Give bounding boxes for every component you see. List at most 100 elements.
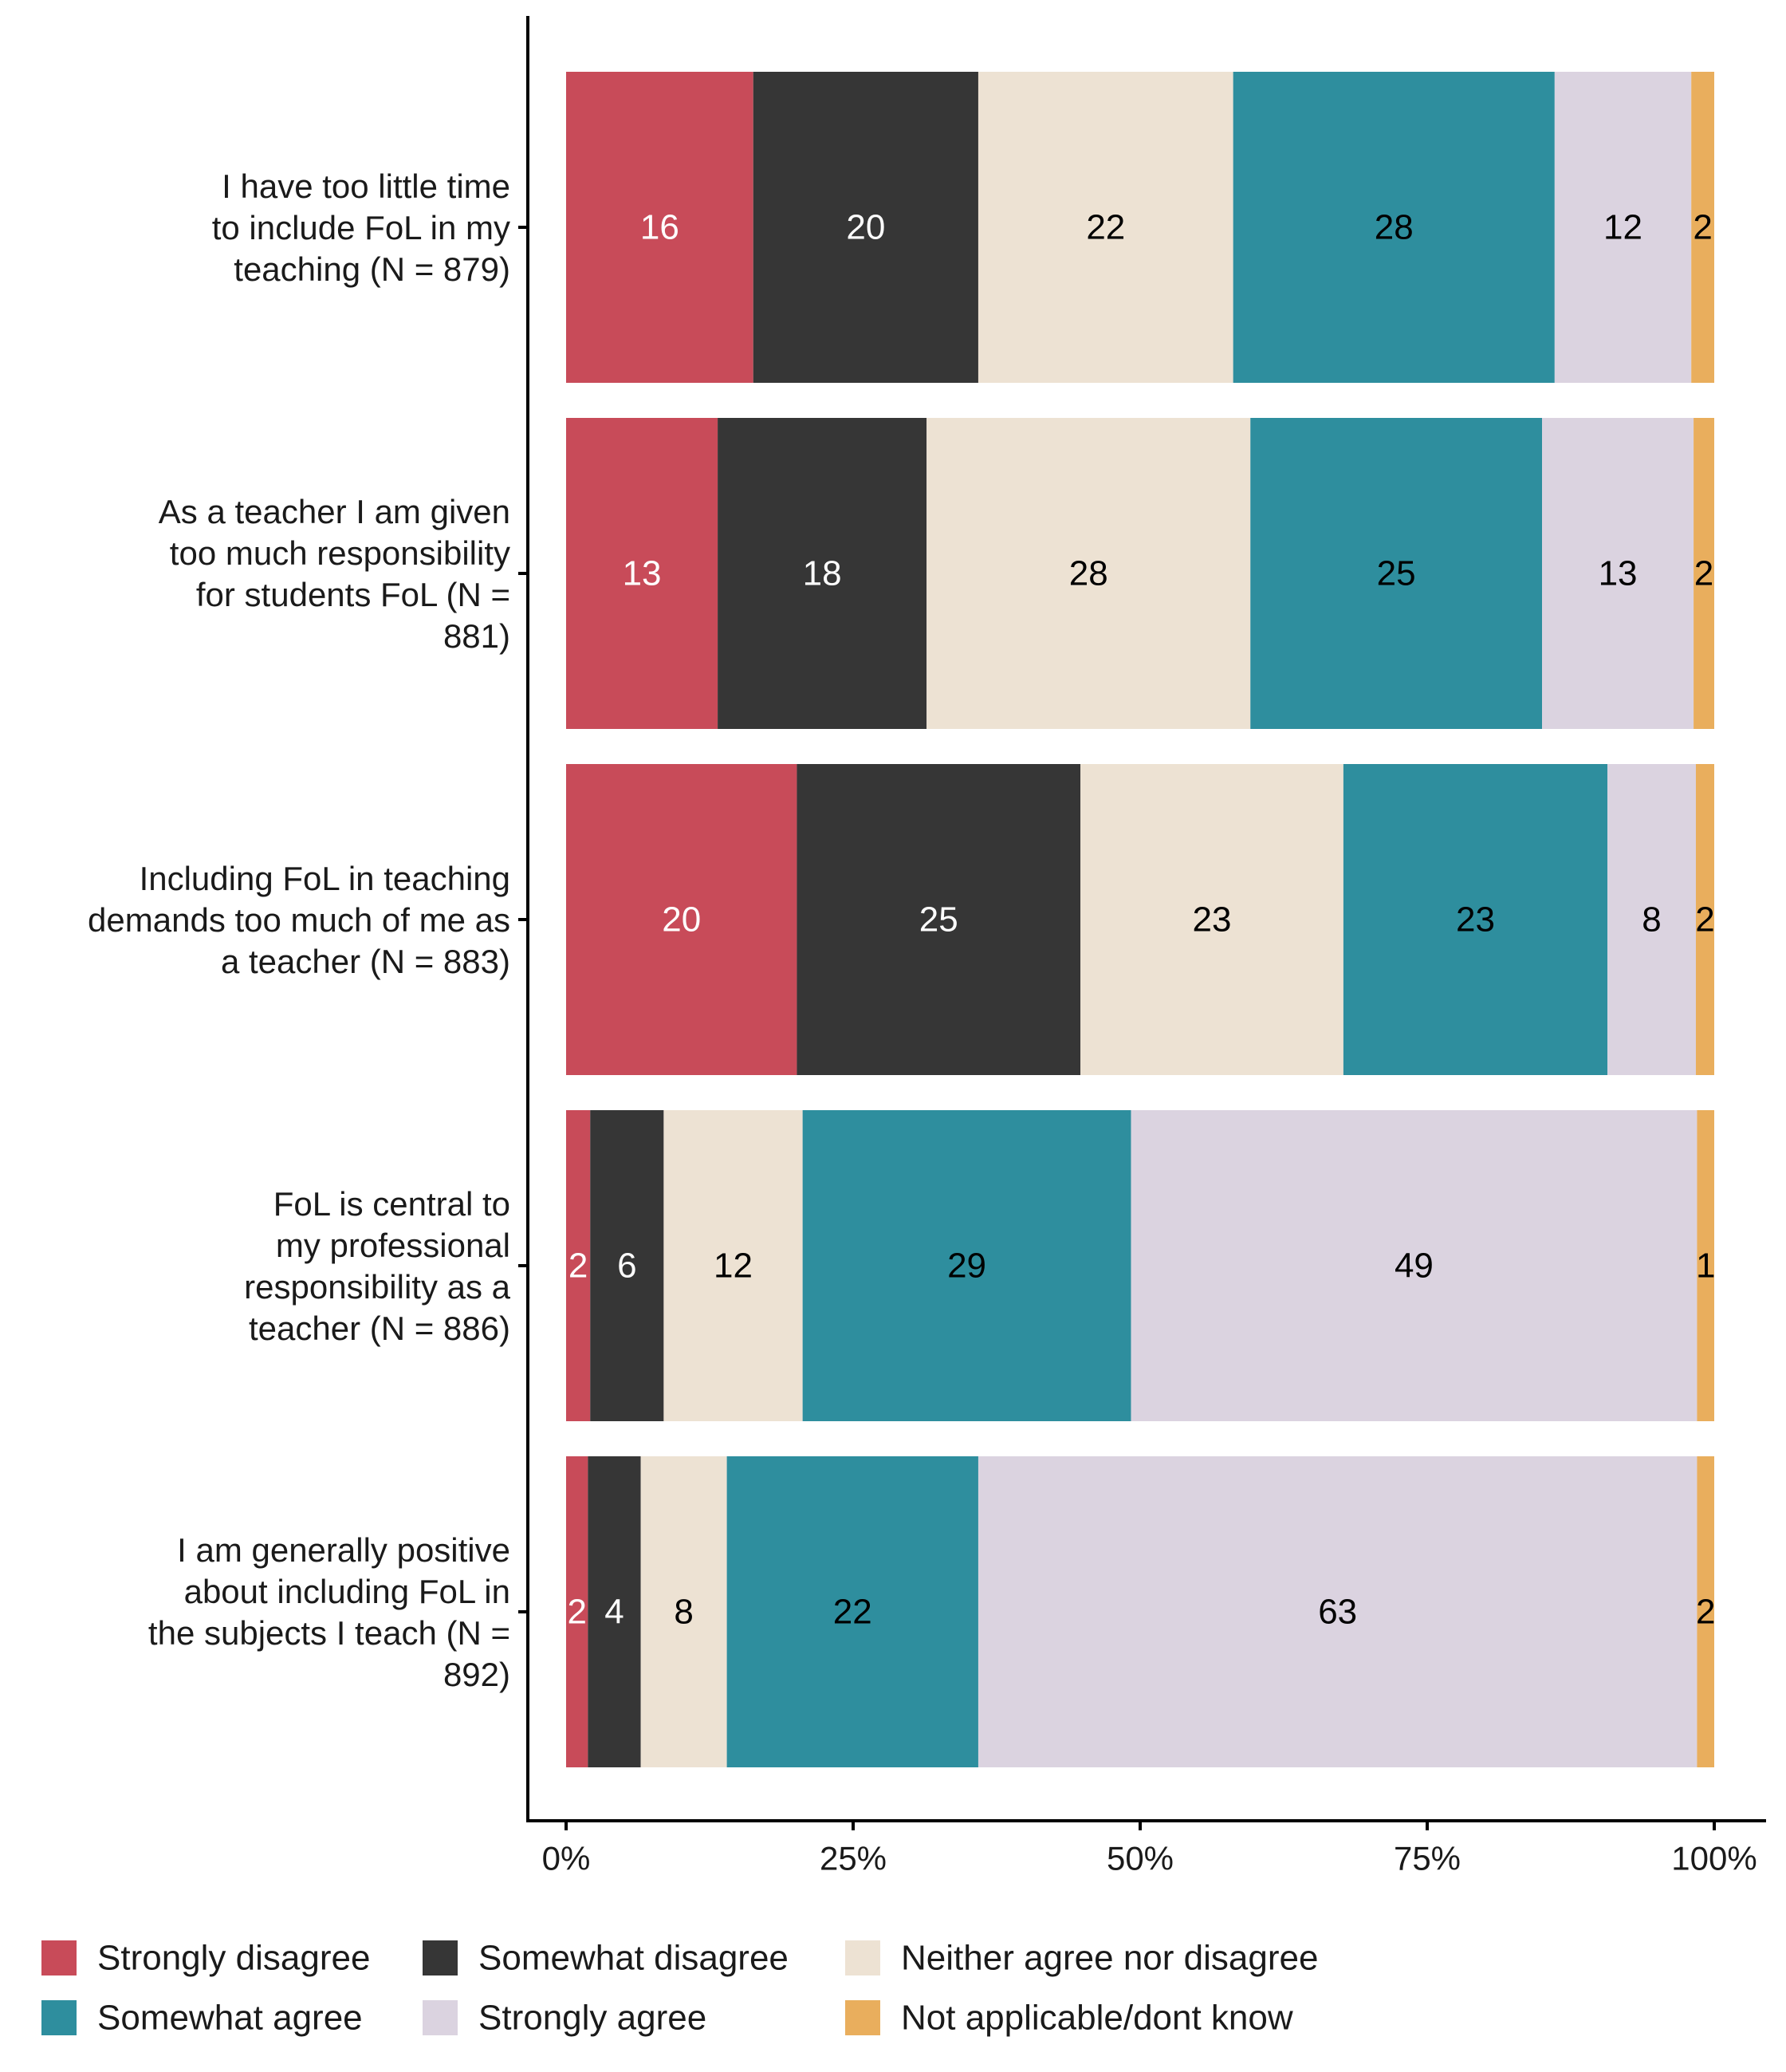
legend-item: Neither agree nor disagree (845, 1939, 1318, 1978)
legend-swatch (845, 2000, 880, 2035)
category-label-line: FoL is central to (273, 1185, 510, 1223)
category-label: Including FoL in teaching demands too muc… (88, 860, 510, 980)
category-label-line: teaching (N = 879) (234, 250, 510, 288)
category-label-line: Including FoL in teaching (140, 860, 510, 897)
data-label: 18 (803, 554, 842, 593)
bar-segment (726, 1456, 978, 1767)
category-label: I have too little time to include FoL in … (212, 167, 510, 288)
bar-segment (566, 1456, 588, 1767)
bars-layer (566, 72, 1714, 1767)
category-label-line: responsibility as a (244, 1268, 510, 1306)
data-label: 25 (919, 900, 958, 939)
data-label: 22 (833, 1593, 872, 1632)
bar-segment (718, 418, 927, 729)
data-label: 49 (1395, 1247, 1434, 1286)
data-label: 12 (714, 1247, 753, 1286)
legend: Strongly disagree Somewhat disagree Neithe… (41, 1939, 1318, 2038)
bar-segment (1250, 418, 1542, 729)
category-label-line: I am generally positive (177, 1531, 510, 1569)
bar-segment (1695, 764, 1714, 1075)
bar-segment (566, 418, 718, 729)
data-label: 4 (604, 1593, 624, 1632)
legend-swatch (845, 1940, 880, 1975)
data-label: 16 (640, 208, 679, 247)
bar-segment (640, 1456, 727, 1767)
data-label: 22 (1086, 208, 1125, 247)
legend-item: Strongly agree (423, 1999, 706, 2038)
legend-swatch (423, 2000, 458, 2035)
data-label: 12 (1603, 208, 1642, 247)
axes-layer (518, 16, 1766, 1822)
legend-label: Strongly agree (478, 1999, 706, 2038)
x-tick-label: 0% (542, 1840, 591, 1877)
data-label: 2 (1694, 554, 1713, 593)
category-label-line: about including FoL in (184, 1573, 510, 1610)
category-label-line: a teacher (N = 883) (221, 943, 510, 980)
category-label-line: 881) (443, 617, 510, 655)
bar-segment (802, 1110, 1131, 1421)
category-label-line: I have too little time (222, 167, 510, 205)
data-label: 28 (1375, 208, 1414, 247)
bar-segment (1233, 72, 1555, 383)
category-label-line: As a teacher I am given (159, 493, 510, 530)
bar-segment (663, 1110, 803, 1421)
category-label-line: for students FoL (N = (196, 576, 510, 613)
category-label: As a teacher I am given too much responsi… (159, 493, 510, 655)
data-label: 8 (674, 1593, 693, 1632)
data-labels-layer: 16 20 22 28 12 213 18 28 25 13 220 25 23 23 8 22 6 12 29 49… (567, 208, 1715, 1632)
bar-segment (1694, 418, 1714, 729)
bar-segment (566, 1110, 591, 1421)
legend-item: Somewhat agree (41, 1999, 363, 2038)
data-label: 1 (1696, 1247, 1715, 1286)
legend-item: Not applicable/dont know (845, 1999, 1293, 2038)
legend-swatch (41, 2000, 77, 2035)
bar-segment (1343, 764, 1608, 1075)
data-label: 23 (1193, 900, 1232, 939)
data-label: 20 (662, 900, 701, 939)
data-label: 25 (1377, 554, 1416, 593)
bar-segment (753, 72, 978, 383)
category-label-line: my professional (276, 1227, 510, 1264)
category-label-line: the subjects I teach (N = (148, 1614, 510, 1652)
bar-segment (1542, 418, 1694, 729)
data-label: 63 (1318, 1593, 1357, 1632)
data-label: 6 (617, 1247, 636, 1286)
bar-segment (1554, 72, 1692, 383)
data-label: 13 (623, 554, 662, 593)
bar-segment (978, 1456, 1697, 1767)
bar-segment (590, 1110, 664, 1421)
data-label: 29 (947, 1247, 986, 1286)
bar-segment (1080, 764, 1343, 1075)
x-tick-label: 25% (820, 1840, 887, 1877)
bar-segment (978, 72, 1233, 383)
legend-label: Neither agree nor disagree (901, 1939, 1318, 1978)
x-ticks-layer: 0% 25% 50% 75% 100% (542, 1821, 1757, 1877)
data-label: 28 (1069, 554, 1108, 593)
legend-label: Strongly disagree (97, 1939, 370, 1978)
legend-item: Somewhat disagree (423, 1939, 789, 1978)
category-label-line: too much responsibility (170, 534, 510, 572)
category-labels-layer: I have too little time to include FoL in … (88, 167, 511, 1693)
category-label-line: demands too much of me as (88, 901, 510, 939)
data-label: 2 (1693, 208, 1712, 247)
x-tick-label: 100% (1671, 1840, 1756, 1877)
legend-swatch (423, 1940, 458, 1975)
bar-segment (588, 1456, 641, 1767)
bar-segment (1697, 1110, 1714, 1421)
x-tick-label: 75% (1394, 1840, 1461, 1877)
bar-segment (566, 72, 753, 383)
bar-segment (797, 764, 1081, 1075)
bar-segment (1131, 1110, 1697, 1421)
data-label: 13 (1599, 554, 1638, 593)
category-label: FoL is central to my professional responsi… (244, 1185, 510, 1347)
category-label: I am generally positive about including F… (148, 1531, 510, 1693)
bar-segment (566, 764, 797, 1075)
data-label: 2 (568, 1247, 588, 1286)
bar-segment (1697, 1456, 1714, 1767)
x-tick-label: 50% (1107, 1840, 1174, 1877)
category-label-line: 892) (443, 1656, 510, 1693)
legend-item: Strongly disagree (41, 1939, 370, 1978)
data-label: 23 (1456, 900, 1495, 939)
bar-segment (1607, 764, 1696, 1075)
